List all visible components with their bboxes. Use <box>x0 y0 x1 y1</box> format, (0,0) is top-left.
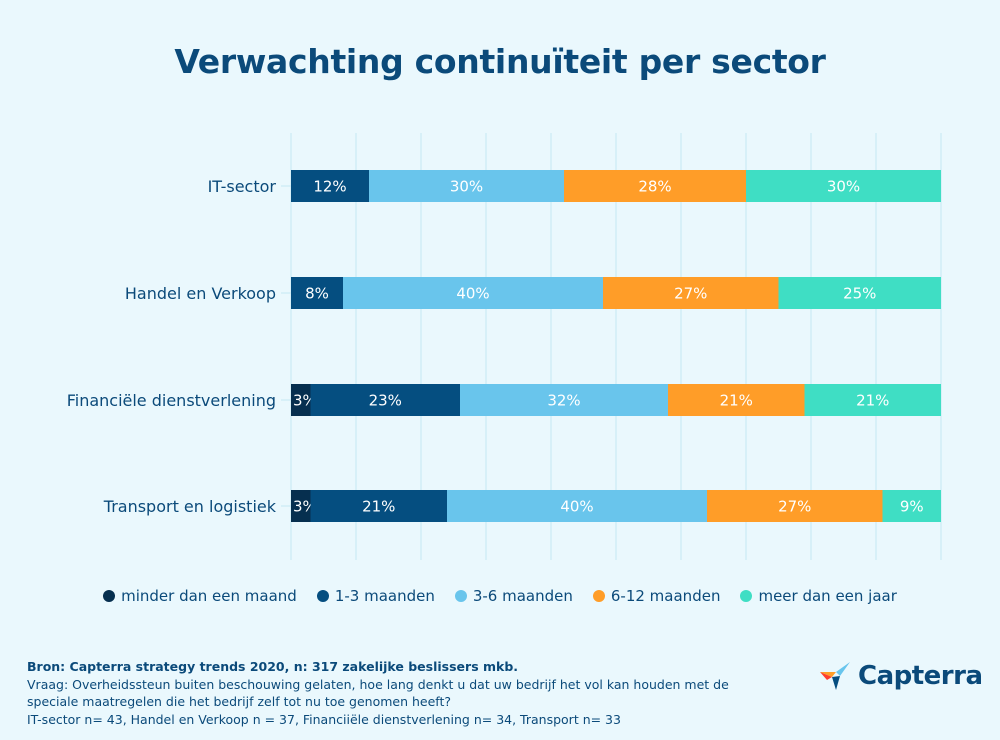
bar-segment <box>746 170 941 202</box>
legend-item: 1-3 maanden <box>316 587 435 605</box>
data-label: 21% <box>856 392 889 410</box>
data-label: 28% <box>638 178 671 196</box>
bars: 12% 30% 28% 30%8% 40% 27% 25%3% 23% 32% 21% 21%3% 2… <box>291 170 941 522</box>
data-label: 40% <box>456 285 489 303</box>
legend-label: meer dan een jaar <box>758 587 897 605</box>
legend-item: 6-12 maanden <box>592 587 721 605</box>
data-label: 8% <box>305 285 329 303</box>
legend-label: minder dan een maand <box>121 587 297 605</box>
legend-marker-icon <box>592 590 605 602</box>
source-note: Bron: Capterra strategy trends 2020, n: … <box>27 659 519 674</box>
bar-segment <box>291 277 343 309</box>
legend-marker-icon <box>740 590 753 602</box>
bar-segment <box>882 490 941 522</box>
data-label: 25% <box>843 285 876 303</box>
legend-item: meer dan een jaar <box>740 587 897 605</box>
bar-segment <box>603 277 779 309</box>
legend-item: 3-6 maanden <box>454 587 573 605</box>
category-label: IT-sector <box>208 177 277 196</box>
category-label: Transport en logistiek <box>103 497 277 516</box>
legend-label: 1-3 maanden <box>334 587 435 605</box>
data-label: 40% <box>560 498 593 516</box>
category-label: Financiële dienstverlening <box>67 391 276 410</box>
chart-title: Verwachting continuïteit per sector <box>174 42 826 81</box>
legend-marker-icon <box>103 590 116 602</box>
legend-label: 6-12 maanden <box>610 587 721 605</box>
data-label: 21% <box>720 392 753 410</box>
data-label: 23% <box>369 392 402 410</box>
question-note: Vraag: Overheidssteun buiten beschouwing… <box>27 676 729 710</box>
legend-marker-icon <box>454 590 467 602</box>
bar-segment <box>310 384 460 416</box>
bar-segment <box>291 490 311 522</box>
data-label: 32% <box>547 392 580 410</box>
footer: Bron: Capterra strategy trends 2020, n: … <box>27 658 747 728</box>
category-labels: IT-sector Handel en Verkoop Financiële die… <box>67 177 291 516</box>
data-label: 9% <box>900 498 924 516</box>
bar-segment <box>310 490 447 522</box>
stacked-bar-chart: IT-sector Handel en Verkoop Financiële die… <box>67 133 942 560</box>
bar-segment <box>291 170 369 202</box>
gridlines <box>290 133 942 560</box>
bar-segment <box>564 170 746 202</box>
data-label: 30% <box>450 178 483 196</box>
data-label: 21% <box>362 498 395 516</box>
bar-segment <box>291 384 311 416</box>
data-label: 30% <box>827 178 860 196</box>
legend: minder dan een maand 1-3 maanden 3-6 maand… <box>0 587 1000 605</box>
data-label: 12% <box>313 178 346 196</box>
data-label: 27% <box>674 285 707 303</box>
bar-segment <box>447 490 707 522</box>
logo-text: Capterra <box>858 661 983 691</box>
bar-segment <box>804 384 941 416</box>
legend-label: 3-6 maanden <box>472 587 573 605</box>
bar-segment <box>778 277 941 309</box>
data-label: 27% <box>778 498 811 516</box>
bar-segment <box>460 384 668 416</box>
bar-segment <box>668 384 805 416</box>
category-label: Handel en Verkoop <box>125 284 276 303</box>
capterra-arrow-icon <box>820 662 850 690</box>
capterra-logo: Capterra <box>820 660 983 692</box>
legend-marker-icon <box>316 590 329 602</box>
legend-item: minder dan een maand <box>103 587 297 605</box>
bar-segment <box>343 277 603 309</box>
bar-segment <box>369 170 564 202</box>
sample-note: IT-sector n= 43, Handel en Verkoop n = 3… <box>27 711 621 727</box>
bar-segment <box>707 490 883 522</box>
